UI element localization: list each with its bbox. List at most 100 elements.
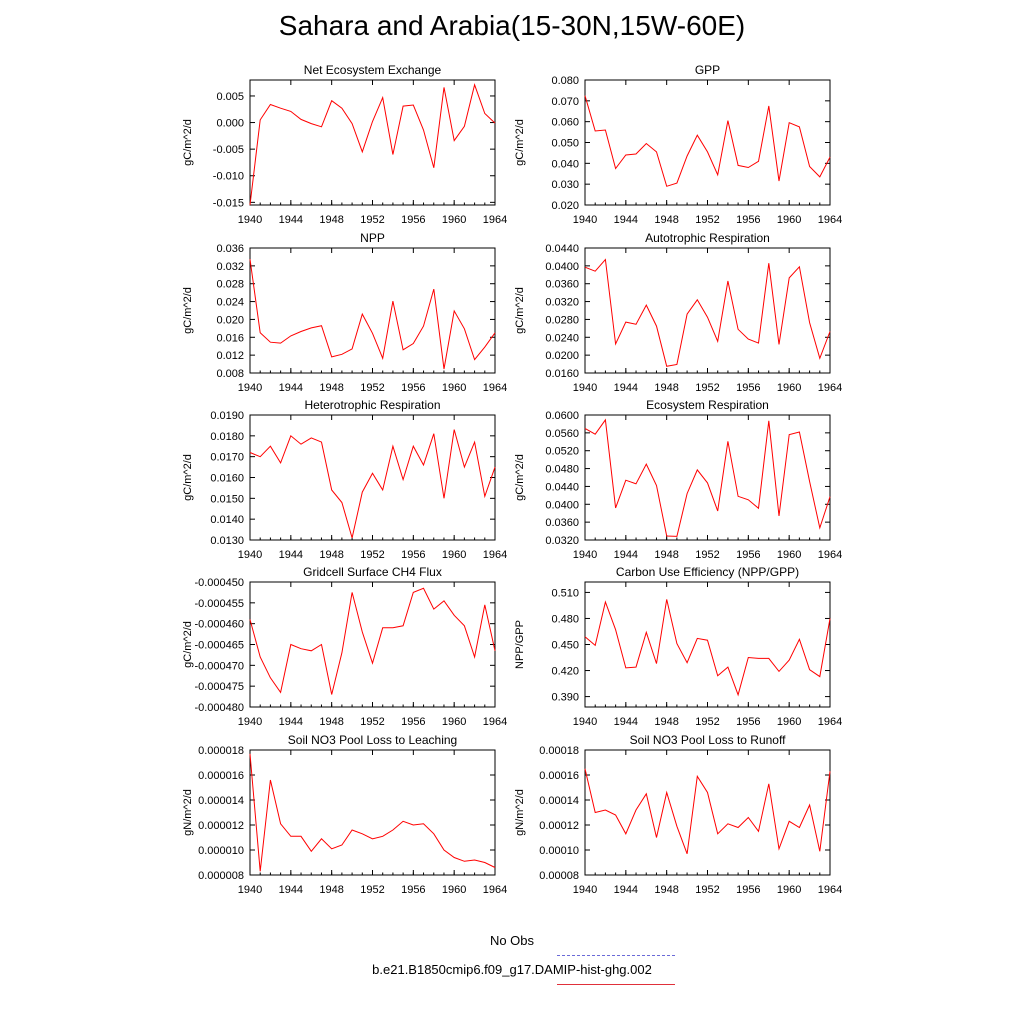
y-tick-label: 0.390	[551, 692, 579, 704]
y-tick-label: 0.480	[551, 613, 579, 625]
x-tick-label: 1964	[483, 884, 507, 896]
y-tick-label: -0.000460	[194, 619, 244, 631]
x-tick-label: 1952	[695, 214, 719, 226]
y-tick-label: 0.0190	[210, 410, 244, 422]
y-tick-label: 0.00012	[539, 820, 579, 832]
x-tick-label: 1940	[573, 214, 597, 226]
x-tick-label: 1956	[401, 716, 425, 728]
y-tick-label: 0.510	[551, 587, 579, 599]
y-tick-label: 0.0480	[545, 464, 579, 476]
y-axis-label: gC/m^2/d	[182, 119, 194, 166]
y-tick-label: 0.000010	[198, 845, 244, 857]
x-tick-label: 1948	[654, 382, 678, 394]
y-tick-label: 0.450	[551, 640, 579, 652]
y-axis-label: gC/m^2/d	[182, 621, 194, 668]
y-tick-label: 0.008	[216, 368, 244, 380]
panel-1: GPP 1940 1944 1948 1952 1956 1960 1964 0.020 0.03…	[514, 63, 842, 226]
series-line-0	[249, 587, 496, 695]
x-tick-label: 1944	[614, 549, 638, 561]
x-tick-label: 1940	[573, 549, 597, 561]
plot-frame	[249, 79, 496, 206]
y-tick-label: 0.0400	[545, 499, 579, 511]
panel-4: Heterotrophic Respiration 1940 1944 1948 195…	[182, 398, 507, 561]
x-tick-label: 1960	[442, 884, 466, 896]
series-line-0	[584, 95, 831, 187]
plot-frame	[249, 581, 496, 708]
x-tick-label: 1948	[319, 884, 343, 896]
x-tick-label: 1964	[483, 214, 507, 226]
y-tick-label: 0.00008	[539, 870, 579, 882]
x-tick-label: 1952	[695, 549, 719, 561]
x-tick-label: 1944	[614, 382, 638, 394]
series-line-0	[584, 258, 831, 367]
y-tick-label: 0.420	[551, 666, 579, 678]
series-line-0	[249, 83, 496, 206]
y-tick-label: 0.0560	[545, 428, 579, 440]
x-tick-label: 1960	[777, 549, 801, 561]
y-tick-label: 0.0320	[545, 297, 579, 309]
plot-frame	[584, 581, 831, 708]
x-tick-label: 1940	[573, 716, 597, 728]
y-tick-label: 0.0160	[545, 368, 579, 380]
plot-frame	[584, 247, 831, 374]
y-tick-label: 0.0400	[545, 261, 579, 273]
panel-0: Net Ecosystem Exchange 1940 1944 1948 1952 19…	[182, 63, 507, 226]
x-tick-label: 1940	[238, 549, 262, 561]
y-tick-label: 0.016	[216, 332, 244, 344]
y-axis-label: gC/m^2/d	[514, 119, 526, 166]
y-tick-label: 0.0170	[210, 452, 244, 464]
y-tick-label: -0.000450	[194, 577, 244, 589]
x-tick-label: 1964	[483, 549, 507, 561]
y-tick-label: 0.028	[216, 279, 244, 291]
y-tick-label: 0.000016	[198, 770, 244, 782]
series-line-0	[249, 753, 496, 872]
x-tick-label: 1944	[279, 884, 303, 896]
y-tick-label: 0.050	[551, 138, 579, 150]
x-tick-label: 1964	[483, 716, 507, 728]
y-tick-label: 0.030	[551, 179, 579, 191]
y-tick-label: 0.000012	[198, 820, 244, 832]
panel-title: Autotrophic Respiration	[645, 231, 770, 245]
x-tick-label: 1956	[736, 716, 760, 728]
x-tick-label: 1944	[279, 382, 303, 394]
y-tick-label: 0.020	[216, 314, 244, 326]
y-axis-label: gN/m^2/d	[514, 789, 526, 836]
panel-title: Soil NO3 Pool Loss to Leaching	[288, 733, 457, 747]
panel-2: NPP 1940 1944 1948 1952 1956 1960 1964 0.008 0.01…	[182, 231, 507, 394]
y-tick-label: 0.0200	[545, 350, 579, 362]
y-tick-label: 0.000018	[198, 745, 244, 757]
x-tick-label: 1952	[360, 214, 384, 226]
x-tick-label: 1960	[442, 382, 466, 394]
y-tick-label: 0.0440	[545, 243, 579, 255]
x-tick-label: 1948	[319, 716, 343, 728]
series-line-0	[249, 429, 496, 539]
y-tick-label: 0.0440	[545, 481, 579, 493]
y-tick-label: -0.000455	[194, 598, 244, 610]
y-tick-label: 0.020	[551, 200, 579, 212]
x-tick-label: 1948	[654, 214, 678, 226]
x-tick-label: 1960	[442, 716, 466, 728]
figure-title: Sahara and Arabia(15-30N,15W-60E)	[278, 10, 746, 41]
x-tick-label: 1944	[614, 884, 638, 896]
y-tick-label: 0.024	[216, 297, 244, 309]
y-axis-label: gC/m^2/d	[182, 454, 194, 501]
y-tick-label: 0.060	[551, 117, 579, 129]
series-line-0	[584, 599, 831, 697]
panel-title: Heterotrophic Respiration	[304, 398, 440, 412]
y-tick-label: 0.0360	[545, 279, 579, 291]
y-tick-label: -0.010	[213, 171, 244, 183]
x-tick-label: 1964	[818, 549, 842, 561]
y-tick-label: 0.0360	[545, 517, 579, 529]
panel-7: Carbon Use Efficiency (NPP/GPP) 1940 1944 1…	[514, 565, 842, 728]
y-tick-label: 0.000	[216, 118, 244, 130]
x-tick-label: 1952	[360, 884, 384, 896]
y-tick-label: 0.0160	[210, 473, 244, 485]
y-axis-label: gC/m^2/d	[514, 287, 526, 334]
x-tick-label: 1940	[573, 382, 597, 394]
panel-9: Soil NO3 Pool Loss to Runoff 1940 1944 1948…	[514, 733, 842, 896]
panel-8: Soil NO3 Pool Loss to Leaching 1940 1944 19…	[182, 733, 507, 896]
x-tick-label: 1964	[818, 884, 842, 896]
x-tick-label: 1952	[695, 382, 719, 394]
y-tick-label: 0.000014	[198, 795, 244, 807]
x-tick-label: 1952	[360, 716, 384, 728]
